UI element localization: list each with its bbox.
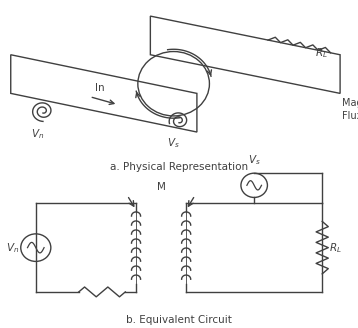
- Text: $V_s$: $V_s$: [167, 136, 180, 150]
- Text: $V_s$: $V_s$: [248, 154, 261, 167]
- Text: Magnetic
Flux Coupling: Magnetic Flux Coupling: [342, 98, 358, 121]
- Text: a. Physical Representation: a. Physical Representation: [110, 162, 248, 172]
- Text: $R_L$: $R_L$: [329, 241, 342, 255]
- Text: M: M: [157, 182, 165, 192]
- Text: b. Equivalent Circuit: b. Equivalent Circuit: [126, 315, 232, 325]
- Text: $R_L$: $R_L$: [315, 46, 328, 60]
- Text: In: In: [95, 83, 105, 93]
- Text: $V_n$: $V_n$: [6, 241, 20, 255]
- Text: $V_n$: $V_n$: [31, 127, 44, 141]
